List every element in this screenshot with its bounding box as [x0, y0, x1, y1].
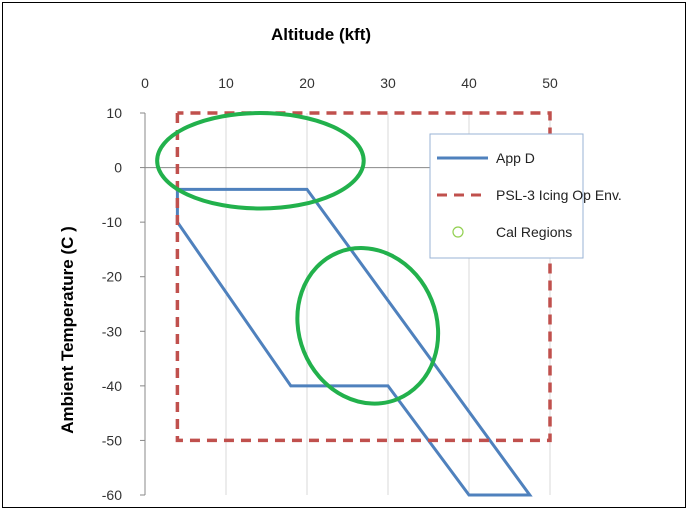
- x-tick-label: 20: [299, 75, 315, 91]
- legend-label: App D: [496, 150, 535, 166]
- series-group: [155, 111, 552, 497]
- y-tick-label: -60: [102, 487, 122, 503]
- legend-label: PSL-3 Icing Op Env.: [496, 187, 622, 203]
- y-tick-label: 10: [106, 105, 122, 121]
- x-tick-label: 30: [380, 75, 396, 91]
- x-tick-label: 0: [141, 75, 149, 91]
- y-tick-label: -10: [102, 214, 122, 230]
- legend-marker: [452, 226, 464, 238]
- y-tick-label: -50: [102, 432, 122, 448]
- y-tick-label: 0: [114, 160, 122, 176]
- tick-labels: 0 10 20 30 40 50 10 0 -10 -20 -30 -40 -50 -60: [102, 75, 558, 503]
- y-tick-label: -30: [102, 323, 122, 339]
- x-tick-label: 10: [218, 75, 234, 91]
- cal-region-ellipse: [155, 111, 366, 211]
- y-axis-title: Ambient Temperature (C ): [58, 226, 77, 434]
- legend-label: Cal Regions: [496, 224, 572, 240]
- x-axis-title: Altitude (kft): [271, 25, 371, 44]
- psl3-envelope-line: [175, 111, 552, 443]
- x-tick-label: 50: [542, 75, 558, 91]
- chart-frame: [2, 2, 686, 508]
- y-tick-label: -40: [102, 378, 122, 394]
- cal-region-ellipse: [295, 246, 441, 406]
- x-tick-label: 40: [461, 75, 477, 91]
- y-tick-label: -20: [102, 269, 122, 285]
- legend: App D PSL-3 Icing Op Env. Cal Regions: [429, 133, 622, 259]
